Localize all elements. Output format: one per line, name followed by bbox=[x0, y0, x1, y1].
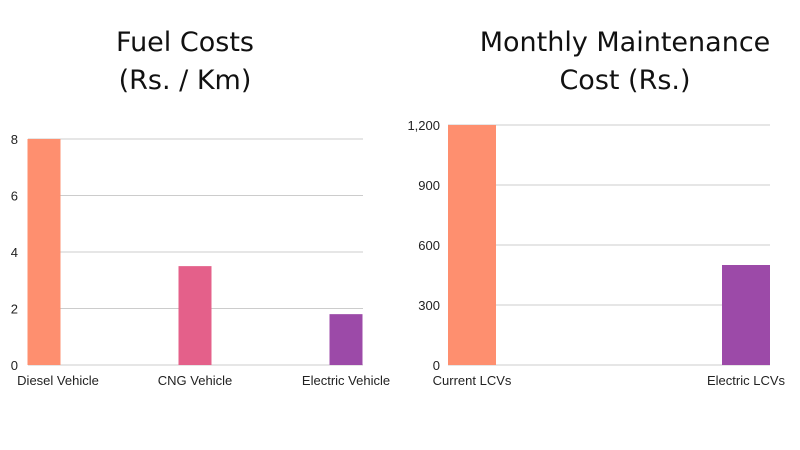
fuel-bar-1 bbox=[178, 266, 212, 365]
maintenance-title-line-1: Monthly Maintenance bbox=[479, 27, 771, 58]
maint-x-category-label-1: Electric LCVs bbox=[707, 373, 786, 388]
fuel-y-tick-label-2: 4 bbox=[11, 245, 18, 260]
fuel-y-tick-label-4: 8 bbox=[11, 132, 18, 147]
fuel-costs-chart: 0 2 4 6 8 Diesel Vehicle CNG Vehicle Electric V… bbox=[11, 132, 390, 388]
fuel-x-category-label-2: Electric Vehicle bbox=[302, 373, 390, 388]
maint-y-tick-label-2: 600 bbox=[418, 238, 440, 253]
fuel-y-tick-label-1: 2 bbox=[11, 302, 18, 317]
fuel-bar-0 bbox=[27, 139, 61, 365]
maint-bar-0 bbox=[448, 125, 496, 365]
fuel-costs-title-line-1: Fuel Costs bbox=[116, 27, 254, 58]
maint-y-tick-label-0: 0 bbox=[433, 358, 440, 373]
maintenance-cost-chart: 0 300 600 900 1,200 Current LCVs Electric LCVs bbox=[407, 118, 785, 388]
fuel-costs-title-line-2: (Rs. / Km) bbox=[118, 65, 252, 96]
fuel-x-category-label-0: Diesel Vehicle bbox=[17, 373, 99, 388]
fuel-y-tick-label-0: 0 bbox=[11, 358, 18, 373]
maintenance-cost-chart-title: Monthly Maintenance Cost (Rs.) bbox=[455, 24, 795, 100]
maintenance-title-line-2: Cost (Rs.) bbox=[559, 65, 691, 96]
maint-y-tick-label-3: 900 bbox=[418, 178, 440, 193]
maint-y-tick-label-1: 300 bbox=[418, 298, 440, 313]
fuel-bar-2 bbox=[329, 314, 363, 365]
maint-y-tick-label-4: 1,200 bbox=[407, 118, 440, 133]
fuel-y-tick-label-3: 6 bbox=[11, 189, 18, 204]
fuel-costs-chart-title: Fuel Costs (Rs. / Km) bbox=[60, 24, 310, 100]
maint-bar-1 bbox=[722, 265, 770, 365]
fuel-x-category-label-1: CNG Vehicle bbox=[158, 373, 232, 388]
maint-x-category-label-0: Current LCVs bbox=[433, 373, 512, 388]
